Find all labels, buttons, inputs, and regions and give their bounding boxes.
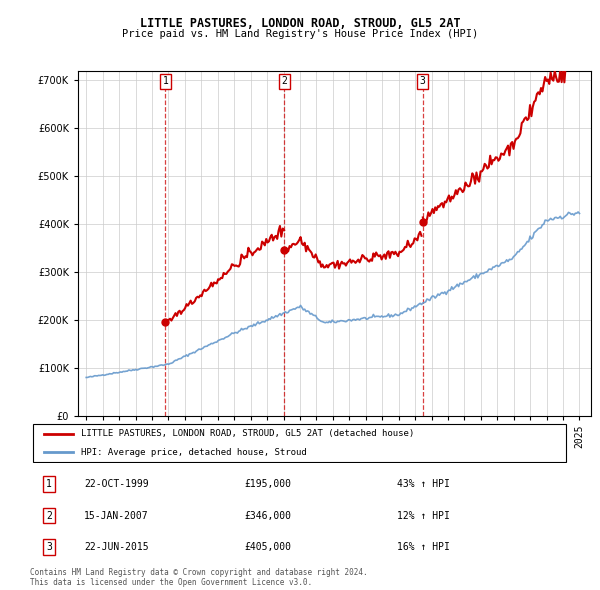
Text: 15-JAN-2007: 15-JAN-2007: [84, 511, 149, 520]
Text: 2: 2: [281, 76, 287, 86]
Text: 22-JUN-2015: 22-JUN-2015: [84, 542, 149, 552]
Text: 3: 3: [420, 76, 426, 86]
Text: LITTLE PASTURES, LONDON ROAD, STROUD, GL5 2AT (detached house): LITTLE PASTURES, LONDON ROAD, STROUD, GL…: [82, 430, 415, 438]
Text: Contains HM Land Registry data © Crown copyright and database right 2024.
This d: Contains HM Land Registry data © Crown c…: [30, 568, 368, 587]
Text: 22-OCT-1999: 22-OCT-1999: [84, 479, 149, 489]
Text: £195,000: £195,000: [244, 479, 291, 489]
Text: LITTLE PASTURES, LONDON ROAD, STROUD, GL5 2AT: LITTLE PASTURES, LONDON ROAD, STROUD, GL…: [140, 17, 460, 30]
Text: 1: 1: [163, 76, 168, 86]
Text: 16% ↑ HPI: 16% ↑ HPI: [397, 542, 450, 552]
Text: 1: 1: [46, 479, 52, 489]
Text: £346,000: £346,000: [244, 511, 291, 520]
Text: 12% ↑ HPI: 12% ↑ HPI: [397, 511, 450, 520]
Text: £405,000: £405,000: [244, 542, 291, 552]
Text: 43% ↑ HPI: 43% ↑ HPI: [397, 479, 450, 489]
Text: 3: 3: [46, 542, 52, 552]
Text: 2: 2: [46, 511, 52, 520]
FancyBboxPatch shape: [33, 424, 566, 462]
Text: HPI: Average price, detached house, Stroud: HPI: Average price, detached house, Stro…: [82, 448, 307, 457]
Text: Price paid vs. HM Land Registry's House Price Index (HPI): Price paid vs. HM Land Registry's House …: [122, 29, 478, 39]
